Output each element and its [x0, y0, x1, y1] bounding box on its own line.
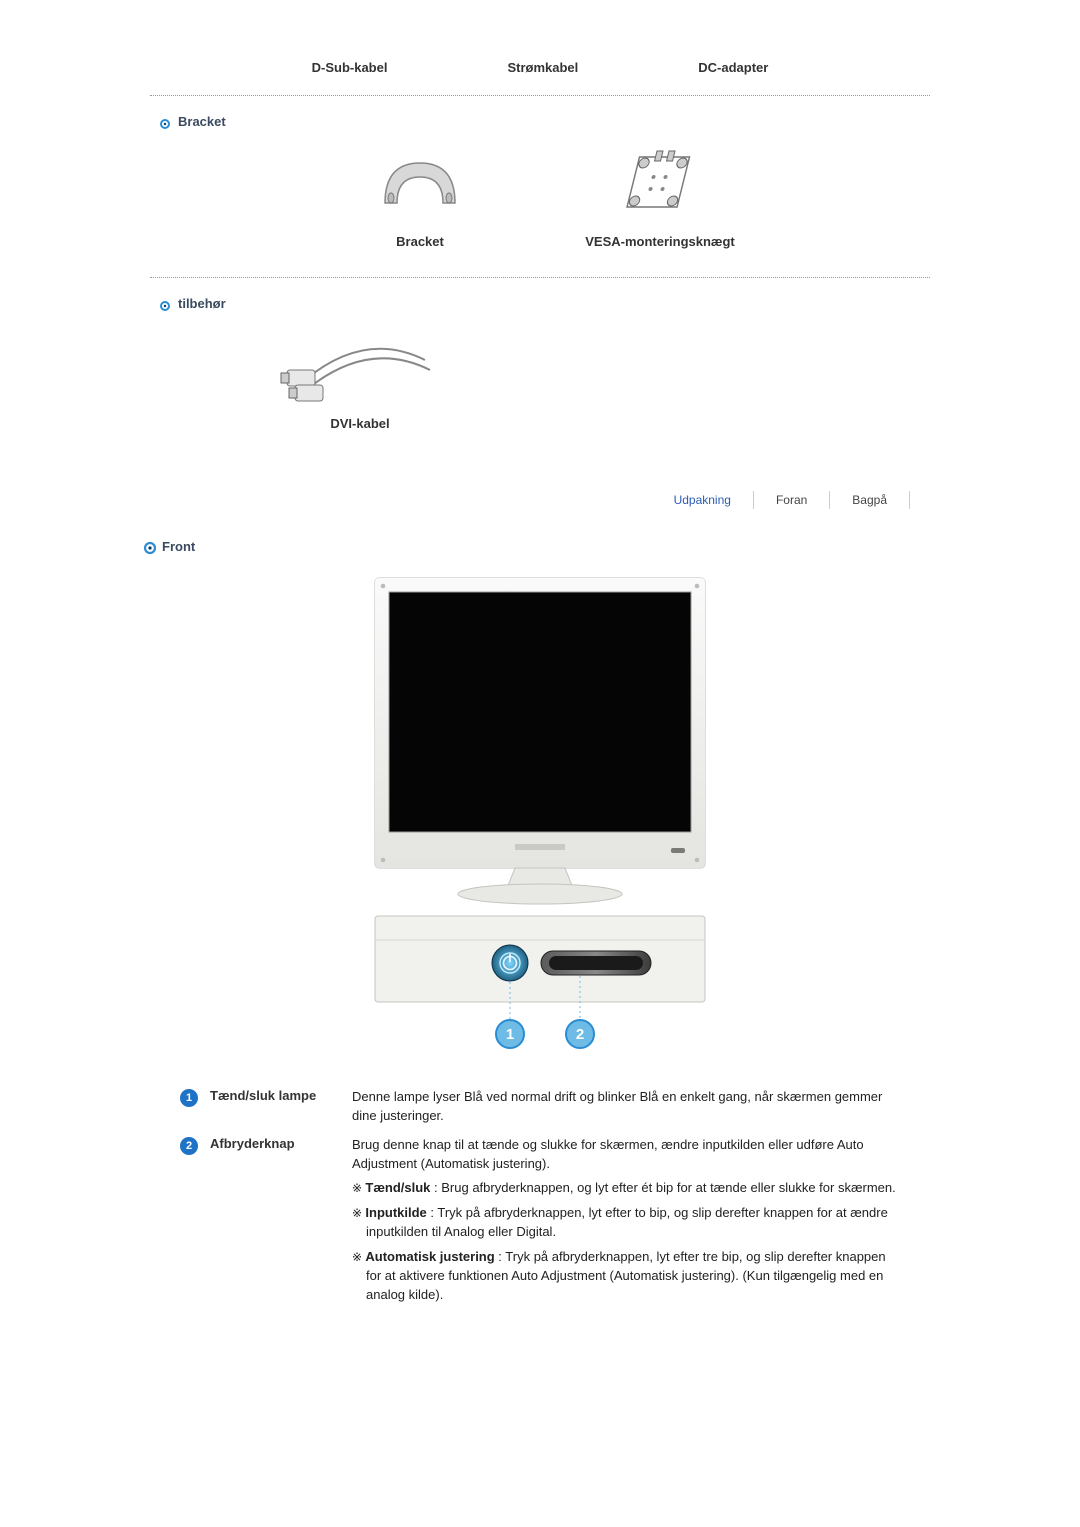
caption-dvi: DVI-kabel — [270, 416, 450, 431]
section-bracket-head: Bracket — [160, 114, 930, 129]
tab-back[interactable]: Bagpå — [830, 491, 910, 509]
section-front-head: Front — [144, 539, 930, 554]
callout-row-1: 1 Tænd/sluk lampe Denne lampe lyser Blå … — [180, 1088, 930, 1126]
section-bracket-title: Bracket — [178, 114, 226, 129]
callout-row-2: 2 Afbryderknap Brug denne knap til at tæ… — [180, 1136, 930, 1305]
caption-bracket: Bracket — [330, 234, 510, 249]
num-badge-1: 1 — [180, 1089, 198, 1107]
callout-2-intro: Brug denne knap til at tænde og slukke f… — [352, 1137, 864, 1171]
divider — [150, 277, 930, 278]
section-accessory-head: tilbehør — [160, 296, 930, 311]
caption-vesa: VESA-monteringsknægt — [570, 234, 750, 249]
bracket-image — [330, 143, 510, 226]
sub2-text: : Tryk på afbryderknappen, lyt efter to … — [366, 1205, 888, 1239]
label-power-cable: Strømkabel — [507, 60, 578, 75]
bullet-icon — [160, 299, 170, 309]
sub3-bold: Automatisk justering — [365, 1249, 494, 1264]
tab-front[interactable]: Foran — [754, 491, 830, 509]
divider — [150, 95, 930, 96]
sub1-bold: Tænd/sluk — [365, 1180, 430, 1195]
view-tabs: Udpakning Foran Bagpå — [150, 491, 910, 509]
monitor-figure: 1 2 — [150, 568, 930, 1058]
svg-text:2: 2 — [576, 1026, 584, 1043]
sub1-text: : Brug afbryderknappen, og lyt efter ét … — [430, 1180, 895, 1195]
svg-text:1: 1 — [506, 1026, 514, 1043]
section-front-title: Front — [162, 539, 195, 554]
bullet-icon — [144, 542, 154, 552]
callout-1-body: Denne lampe lyser Blå ved normal drift o… — [352, 1088, 930, 1126]
dvi-cable-image — [270, 325, 450, 408]
sub2-bold: Inputkilde — [365, 1205, 426, 1220]
num-badge-2: 2 — [180, 1137, 198, 1155]
bullet-icon — [160, 117, 170, 127]
label-dc-adapter: DC-adapter — [698, 60, 768, 75]
callout-2-body: Brug denne knap til at tænde og slukke f… — [352, 1136, 930, 1305]
tab-unpacking[interactable]: Udpakning — [652, 491, 754, 509]
section-accessory-title: tilbehør — [178, 296, 226, 311]
callout-2-label: Afbryderknap — [210, 1136, 340, 1151]
vesa-image — [570, 143, 750, 226]
callout-1-label: Tænd/sluk lampe — [210, 1088, 340, 1103]
label-dsub: D-Sub-kabel — [312, 60, 388, 75]
